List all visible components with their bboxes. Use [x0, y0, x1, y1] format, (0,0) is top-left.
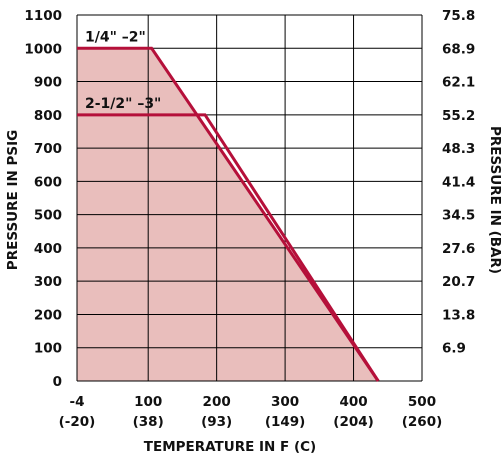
y-tick-label-psig: 600 — [34, 174, 62, 190]
series-label-1: 1/4" –2" — [85, 29, 146, 45]
x-tick-label-c: (-20) — [59, 414, 96, 430]
y-tick-label-bar: 34.5 — [442, 208, 475, 224]
y-tick-label-bar: 68.9 — [442, 41, 475, 57]
y-tick-label-psig: 800 — [34, 108, 62, 124]
tick-labels-layer: 0 100 200 300 400 500 600 700 800 900 1000 1100 6.9 1… — [24, 8, 475, 430]
x-tick-label-c: (204) — [333, 414, 374, 430]
x-axis-title: TEMPERATURE IN F (C) — [144, 439, 316, 455]
x-tick-label-f: 500 — [408, 394, 436, 410]
y-tick-label-psig: 200 — [34, 307, 62, 323]
y-tick-label-psig: 900 — [34, 75, 62, 91]
x-tick-label-c: (93) — [201, 414, 232, 430]
y-tick-label-bar: 20.7 — [442, 274, 475, 290]
x-tick-label-f: 200 — [203, 394, 231, 410]
y-tick-label-bar: 48.3 — [442, 141, 475, 157]
x-tick-label-f: 300 — [271, 394, 299, 410]
series-labels-layer: 1/4" –2" 2-1/2" –3" — [85, 29, 161, 112]
y-tick-label-bar: 75.8 — [442, 8, 475, 24]
y-tick-label-psig: 1000 — [24, 41, 62, 57]
y-tick-label-bar: 13.8 — [442, 307, 475, 323]
x-tick-label-c: (260) — [402, 414, 443, 430]
y-tick-label-bar: 6.9 — [442, 341, 466, 357]
x-tick-label-c: (38) — [133, 414, 164, 430]
series-line-2 — [77, 113, 380, 382]
y-tick-label-psig: 400 — [34, 241, 62, 257]
y-tick-label-bar: 27.6 — [442, 241, 475, 257]
series-line-1 — [77, 46, 380, 382]
y-tick-label-psig: 1100 — [24, 8, 62, 24]
y-tick-label-psig: 700 — [34, 141, 62, 157]
series-label-2: 2-1/2" –3" — [85, 96, 161, 112]
y-tick-label-psig: 100 — [34, 341, 62, 357]
y-tick-label-psig: 0 — [53, 374, 62, 390]
x-tick-label-f: 100 — [134, 394, 162, 410]
x-tick-label-f: 400 — [339, 394, 367, 410]
y-tick-label-psig: 300 — [34, 274, 62, 290]
y-tick-label-bar: 62.1 — [442, 75, 475, 91]
series-lines-layer — [77, 46, 380, 382]
y-tick-label-psig: 500 — [34, 208, 62, 224]
y-tick-label-bar: 55.2 — [442, 108, 475, 124]
x-tick-label-c: (149) — [265, 414, 306, 430]
y-axis-title-left: PRESSURE IN PSIG — [5, 130, 21, 270]
y-tick-label-bar: 41.4 — [442, 174, 475, 190]
y-axis-title-right: PRESSURE IN (BAR) — [487, 126, 503, 274]
x-tick-label-f: -4 — [70, 394, 85, 410]
